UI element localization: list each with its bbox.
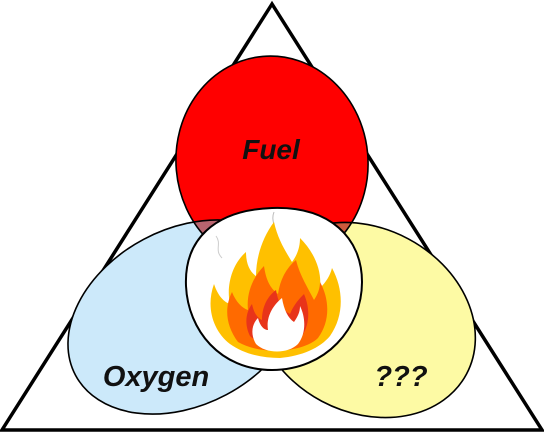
unknown-label: ???: [374, 361, 427, 393]
fuel-label: Fuel: [242, 134, 301, 165]
fire-icon: [184, 206, 364, 372]
flame-inner: [252, 298, 305, 352]
oxygen-label: Oxygen: [103, 361, 209, 393]
